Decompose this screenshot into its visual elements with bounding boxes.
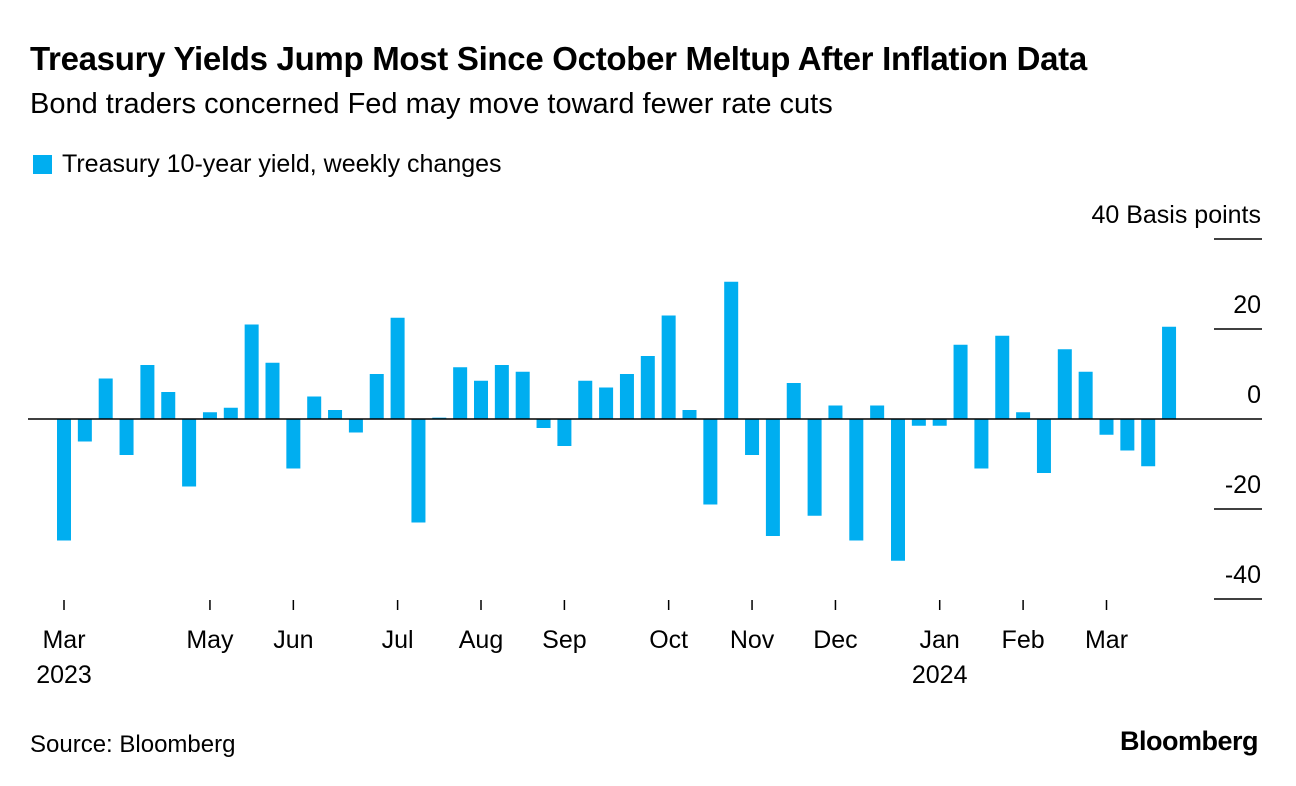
bar [307, 396, 322, 419]
bloomberg-logo: Bloomberg [1119, 726, 1259, 756]
legend: Treasury 10-year yield, weekly changes [33, 150, 502, 179]
bar [286, 419, 301, 469]
bar [536, 419, 551, 428]
bar [911, 419, 926, 426]
bar [140, 365, 155, 419]
bar [557, 419, 572, 446]
bar [828, 405, 843, 419]
bar [57, 419, 71, 541]
bar [1099, 419, 1114, 435]
bar [411, 419, 426, 523]
bar [119, 419, 134, 455]
x-tick-label: Jul [382, 626, 414, 654]
y-tick-label: -20 [1225, 471, 1261, 499]
x-tick-label: May [186, 626, 234, 654]
bar [995, 335, 1010, 419]
bar [202, 412, 217, 419]
bar [703, 419, 718, 505]
bar [328, 410, 343, 419]
y-tick-label: 0 [1247, 381, 1261, 409]
bar [745, 419, 760, 455]
x-tick-year-label: 2024 [912, 661, 968, 689]
bar [870, 405, 885, 419]
x-tick-label: Mar [42, 626, 85, 654]
bar [369, 374, 384, 419]
bar [682, 410, 697, 419]
bar-chart: 40 Basis points 20 0 -20 -40 Mar 2023 May Jun Jul… [28, 201, 1262, 689]
bar [1016, 412, 1031, 419]
bar [1120, 419, 1135, 451]
x-tick-label: Jun [273, 626, 313, 654]
x-tick-label: Sep [542, 626, 586, 654]
bar [474, 380, 488, 419]
x-tick-year-label: 2023 [36, 661, 92, 689]
bar [807, 419, 822, 516]
source-note: Source: Bloomberg [30, 731, 236, 758]
bar [390, 317, 405, 419]
bar [515, 371, 530, 419]
bar [265, 362, 280, 419]
bar [182, 419, 197, 487]
x-tick-label: Aug [459, 626, 503, 654]
bar [640, 356, 655, 419]
bar [1162, 326, 1177, 419]
y-tick-label: -40 [1225, 561, 1261, 589]
legend-swatch [33, 155, 52, 174]
bar [1078, 371, 1093, 419]
chart-title: Treasury Yields Jump Most Since October … [30, 40, 1087, 77]
bar [494, 365, 509, 419]
bar [599, 387, 614, 419]
bar [619, 374, 634, 419]
bar [765, 419, 780, 536]
bar [891, 419, 905, 561]
bar [724, 281, 739, 419]
x-tick-label: Oct [649, 626, 688, 654]
bar [98, 378, 113, 419]
bar [161, 392, 176, 419]
bar [932, 419, 947, 426]
legend-label: Treasury 10-year yield, weekly changes [62, 150, 502, 178]
y-tick-label: 40 Basis points [1091, 201, 1261, 229]
x-tick-label: Feb [1002, 626, 1045, 654]
x-tick-label: Nov [730, 626, 775, 654]
chart-subtitle: Bond traders concerned Fed may move towa… [30, 88, 833, 120]
bar [578, 380, 593, 419]
bar [1057, 349, 1072, 419]
bar [786, 383, 801, 419]
bar [223, 407, 238, 419]
x-tick-label: Jan [920, 626, 960, 654]
bar [974, 419, 989, 469]
bar [1036, 419, 1051, 473]
bar [849, 419, 864, 541]
bar [661, 315, 676, 419]
bar [953, 344, 968, 419]
x-tick-label: Mar [1085, 626, 1128, 654]
x-tick-label: Dec [813, 626, 857, 654]
bar [453, 367, 468, 419]
y-tick-label: 20 [1233, 291, 1261, 319]
bar [244, 324, 259, 419]
bar [348, 419, 363, 433]
bar [1141, 419, 1156, 467]
bar [77, 419, 92, 442]
